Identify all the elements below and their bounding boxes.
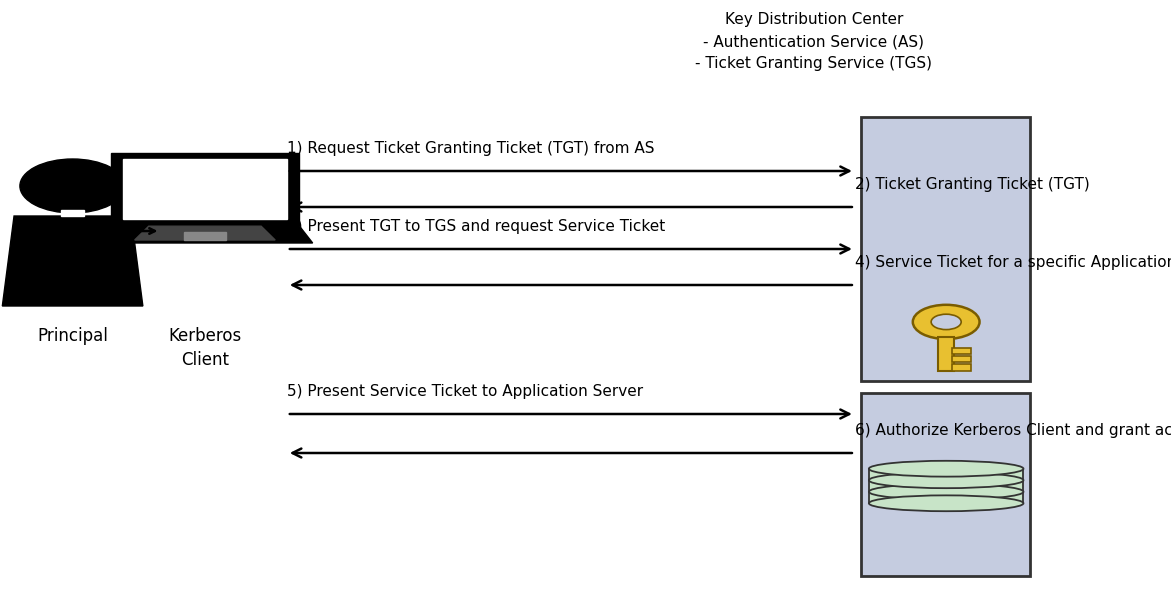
Polygon shape <box>135 226 275 240</box>
Ellipse shape <box>869 461 1023 476</box>
Ellipse shape <box>869 472 1023 488</box>
Bar <box>952 364 971 371</box>
Polygon shape <box>123 159 287 219</box>
Polygon shape <box>2 216 143 306</box>
Bar <box>184 232 226 240</box>
Bar <box>938 337 954 371</box>
Polygon shape <box>61 210 84 216</box>
Bar <box>861 117 1030 381</box>
Text: Kerberos
Client: Kerberos Client <box>169 327 241 368</box>
Circle shape <box>913 305 980 339</box>
Ellipse shape <box>869 496 1023 511</box>
Bar <box>952 356 971 362</box>
Text: 5) Present Service Ticket to Application Server: 5) Present Service Ticket to Application… <box>287 384 643 399</box>
Circle shape <box>20 159 125 213</box>
Circle shape <box>931 314 961 329</box>
Text: 4) Service Ticket for a specific Application Server: 4) Service Ticket for a specific Applica… <box>855 255 1171 270</box>
Text: 1) Request Ticket Granting Ticket (TGT) from AS: 1) Request Ticket Granting Ticket (TGT) … <box>287 141 655 156</box>
Text: 2) Ticket Granting Ticket (TGT): 2) Ticket Granting Ticket (TGT) <box>855 177 1089 192</box>
Bar <box>869 492 1023 503</box>
Polygon shape <box>111 153 299 225</box>
Bar <box>952 348 971 355</box>
Bar <box>869 480 1023 492</box>
Ellipse shape <box>869 484 1023 500</box>
Bar <box>869 469 1023 480</box>
Text: Key Distribution Center
- Authentication Service (AS)
- Ticket Granting Service : Key Distribution Center - Authentication… <box>696 12 932 71</box>
Text: 6) Authorize Kerberos Client and grant access: 6) Authorize Kerberos Client and grant a… <box>855 423 1171 438</box>
Text: 3) Present TGT to TGS and request Service Ticket: 3) Present TGT to TGS and request Servic… <box>287 219 665 234</box>
Bar <box>861 393 1030 576</box>
Text: Principal: Principal <box>37 327 108 345</box>
Polygon shape <box>97 225 313 243</box>
